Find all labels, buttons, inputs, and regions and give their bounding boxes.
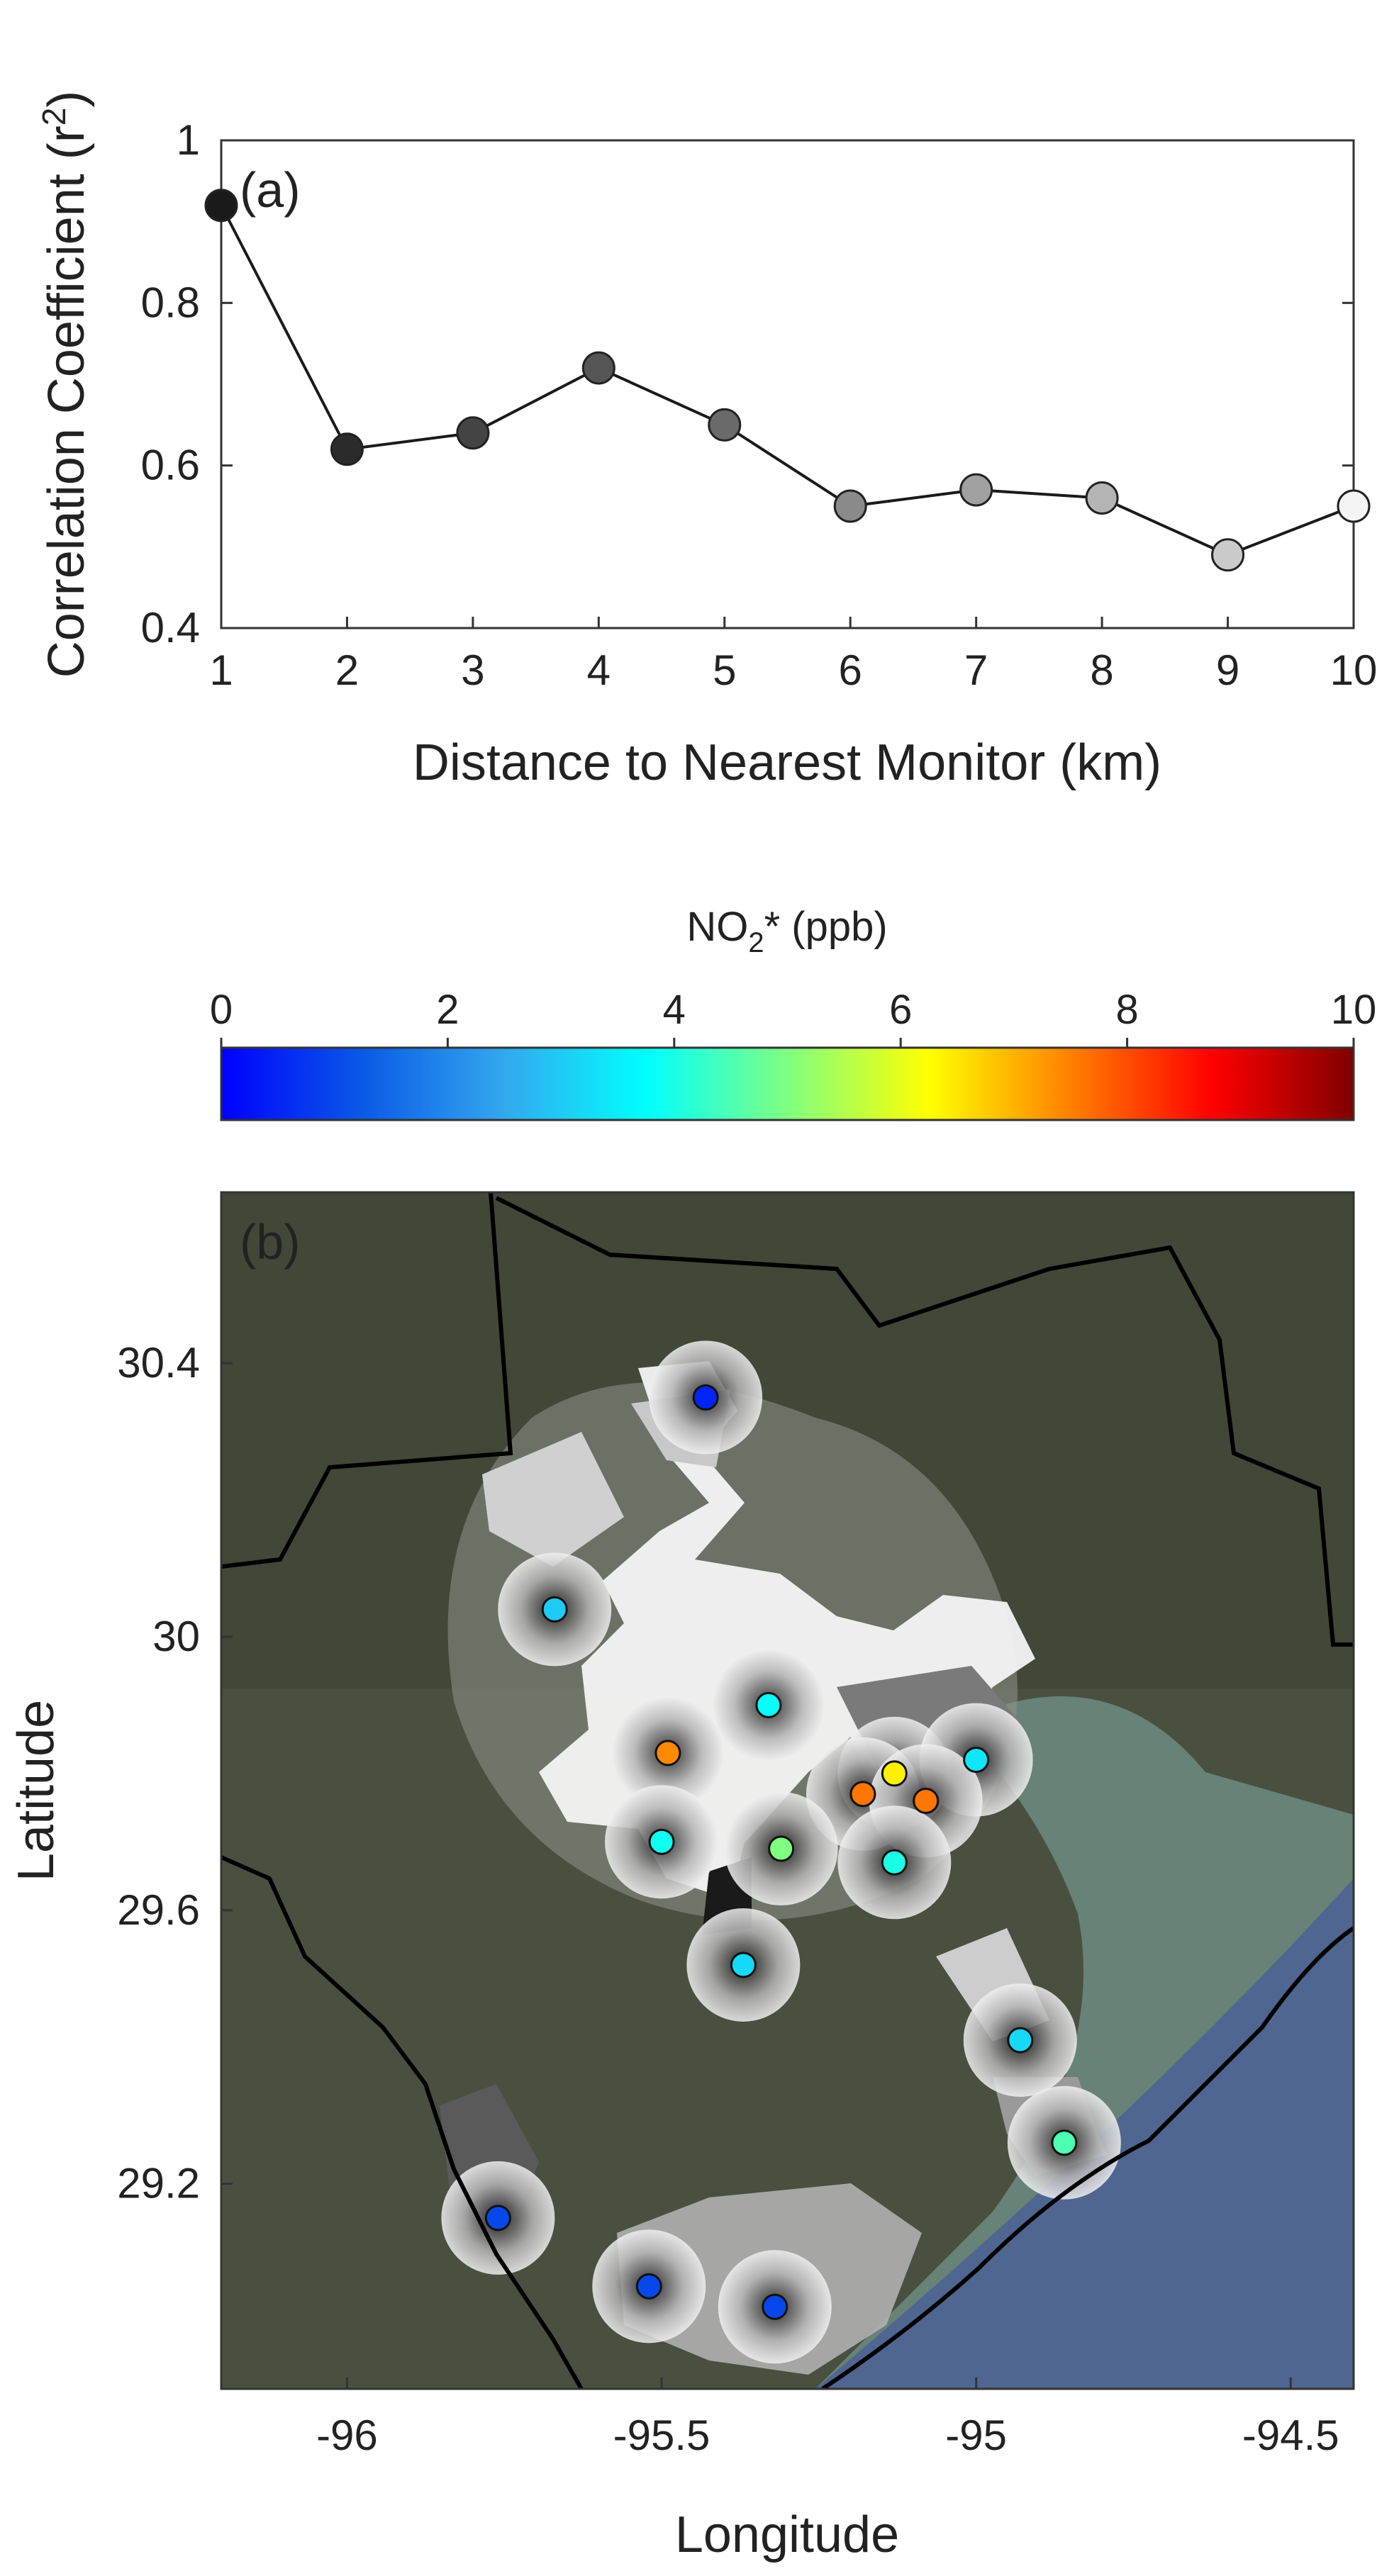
county-boundary-northeast	[495, 1196, 1354, 1647]
colorbar-tick-label: 2	[436, 987, 459, 1033]
line-chart-frame	[220, 139, 1355, 629]
line-chart-panel: 1 2 3 4 5 6 7 8 9 10 0.4 0.6 0.8 1 (a) Distance to N…	[35, 91, 1377, 791]
colorbar-tick-label: 6	[889, 987, 912, 1033]
data-point	[581, 351, 615, 385]
map-x-tick-label: -95.5	[613, 2412, 710, 2459]
data-point	[833, 489, 867, 523]
monitor-point	[541, 1596, 568, 1623]
monitor-point	[648, 1828, 675, 1855]
colorbar-tick-label: 8	[1115, 987, 1138, 1033]
colorbar: NO2* (ppb) 0 2 4 6 8 10	[210, 904, 1376, 1121]
panel-label-b: (b)	[240, 1214, 301, 1270]
data-point	[959, 473, 993, 507]
surface-field-northwest	[482, 1432, 624, 1567]
gulf-of-mexico	[815, 1878, 1354, 2389]
monitor-point	[1007, 2027, 1034, 2054]
data-point	[1337, 489, 1371, 523]
map-frame	[220, 1191, 1355, 2390]
monitor-point	[654, 1740, 681, 1766]
data-point	[330, 432, 364, 466]
x-tick-label: 1	[209, 646, 233, 694]
map-x-tick-label: -94.5	[1242, 2412, 1339, 2459]
map-background	[221, 1192, 1354, 2389]
map-y-label: Latitude	[8, 1700, 65, 1881]
line-chart-x-label: Distance to Nearest Monitor (km)	[413, 734, 1161, 791]
county-boundary-southwest	[221, 1855, 584, 2389]
colorbar-title: NO2* (ppb)	[686, 904, 887, 958]
monitor-point	[881, 1849, 908, 1876]
x-tick-label: 6	[839, 646, 862, 694]
monitor-point	[635, 2273, 662, 2300]
y-tick-label: 0.6	[141, 442, 200, 489]
map-x-label: Longitude	[675, 2507, 899, 2563]
map-y-tick-label: 29.2	[117, 2160, 200, 2207]
y-tick-label: 0.4	[141, 604, 200, 651]
monitor-point	[913, 1787, 940, 1814]
county-boundary-northwest	[221, 1192, 513, 1569]
map-y-tick-label: 30	[152, 1613, 200, 1660]
monitor-point	[484, 2205, 511, 2231]
data-point	[456, 416, 490, 450]
colorbar-tick-label: 0	[210, 987, 233, 1033]
monitor-markers	[484, 1384, 1078, 2320]
line-chart-x-axis: 1 2 3 4 5 6 7 8 9 10	[209, 617, 1377, 694]
colorbar-tick-label: 10	[1331, 987, 1377, 1033]
map-panel: -96 -95.5 -95 -94.5 29.2 29.6 30 30.4 (b) Long…	[8, 1191, 1355, 2563]
map-y-tick-label: 30.4	[117, 1339, 200, 1387]
x-tick-label: 4	[587, 646, 611, 694]
y-tick-label: 1	[177, 116, 200, 164]
x-tick-label: 5	[713, 646, 736, 694]
line-chart-y-axis: 0.4 0.6 0.8 1	[141, 116, 1354, 651]
colorbar-bar	[220, 1046, 1355, 1121]
map-x-tick-label: -95	[945, 2412, 1007, 2459]
data-point	[1211, 538, 1245, 572]
panel-label-a: (a)	[240, 162, 301, 218]
monitor-point	[849, 1781, 876, 1808]
colorbar-ticks: 0 2 4 6 8 10	[210, 987, 1376, 1048]
monitor-point	[963, 1747, 990, 1774]
coastline-boundary	[821, 1926, 1354, 2389]
map-x-axis: -96 -95.5 -95 -94.5	[316, 2378, 1339, 2459]
line-chart-y-label: Correlation Coefficient (r2)	[35, 91, 95, 678]
monitor-point	[1051, 2129, 1078, 2156]
series-line	[220, 204, 1354, 556]
monitor-point	[762, 2293, 788, 2320]
colorbar-tick-label: 4	[663, 987, 686, 1033]
x-tick-label: 7	[964, 646, 988, 694]
data-point	[1085, 481, 1119, 515]
monitor-point	[881, 1760, 908, 1787]
monitor-point	[692, 1384, 719, 1411]
data-point	[708, 408, 742, 442]
monitor-point	[755, 1691, 782, 1718]
x-tick-label: 8	[1090, 646, 1113, 694]
series-markers	[204, 189, 1371, 572]
x-tick-label: 9	[1216, 646, 1239, 694]
y-tick-label: 0.8	[141, 279, 200, 326]
map-y-tick-label: 29.6	[117, 1886, 200, 1934]
data-point	[204, 189, 238, 223]
monitor-point	[730, 1951, 757, 1978]
x-tick-label: 10	[1330, 646, 1378, 694]
x-tick-label: 2	[335, 646, 359, 694]
x-tick-label: 3	[461, 646, 484, 694]
map-x-tick-label: -96	[316, 2412, 378, 2459]
map-y-axis: 29.2 29.6 30 30.4	[117, 1339, 233, 2207]
monitor-point	[768, 1835, 795, 1862]
